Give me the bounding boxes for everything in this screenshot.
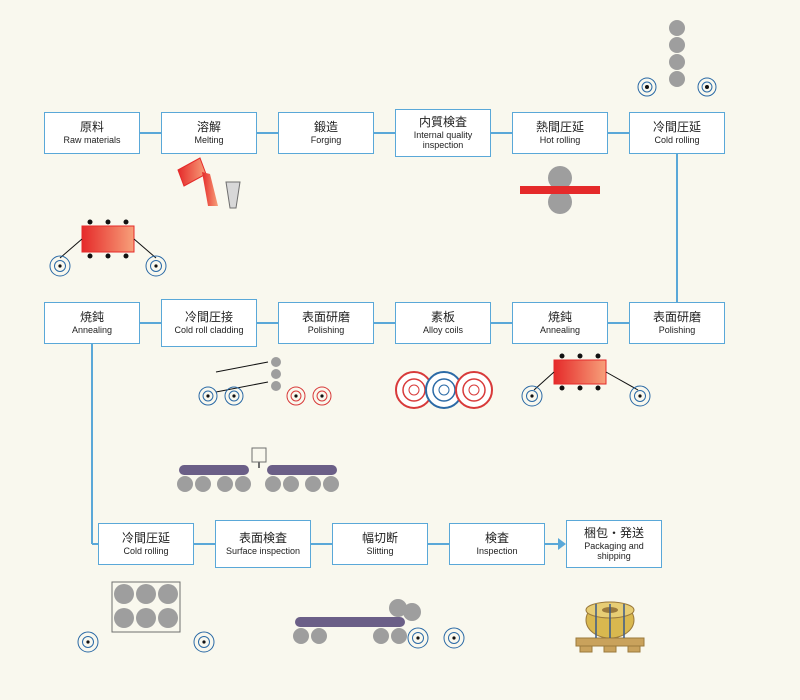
node-polish1-jp: 表面研磨: [653, 311, 701, 325]
node-anneal2: 焼鈍Annealing: [44, 302, 140, 344]
node-forge: 鍛造Forging: [278, 112, 374, 154]
node-alloy: 素板Alloy coils: [395, 302, 491, 344]
node-anneal2-en: Annealing: [72, 325, 112, 335]
node-pack-jp: 梱包・発送: [584, 527, 644, 541]
node-slit: 幅切断Slitting: [332, 523, 428, 565]
node-pack-en: Packaging and shipping: [569, 541, 659, 562]
node-melt-jp: 溶解: [197, 121, 221, 135]
node-coldroll2-jp: 冷間圧延: [122, 532, 170, 546]
node-coldclad: 冷間圧接Cold roll cladding: [161, 299, 257, 347]
node-coldroll2: 冷間圧延Cold rolling: [98, 523, 194, 565]
node-insp-jp: 検査: [485, 532, 509, 546]
node-melt-en: Melting: [194, 135, 223, 145]
node-melt: 溶解Melting: [161, 112, 257, 154]
node-polish1: 表面研磨Polishing: [629, 302, 725, 344]
node-coldclad-jp: 冷間圧接: [185, 311, 233, 325]
node-insp: 検査Inspection: [449, 523, 545, 565]
node-surfinsp-jp: 表面検査: [239, 532, 287, 546]
node-raw-jp: 原料: [80, 121, 104, 135]
node-hotroll-en: Hot rolling: [540, 135, 581, 145]
node-hotroll: 熱間圧延Hot rolling: [512, 112, 608, 154]
node-slit-en: Slitting: [366, 546, 393, 556]
node-anneal2-jp: 焼鈍: [80, 311, 104, 325]
node-iqi-jp: 内質検査: [419, 116, 467, 130]
node-insp-en: Inspection: [476, 546, 517, 556]
node-anneal1-jp: 焼鈍: [548, 311, 572, 325]
node-coldclad-en: Cold roll cladding: [174, 325, 243, 335]
node-slit-jp: 幅切断: [362, 532, 398, 546]
node-surfinsp: 表面検査Surface inspection: [215, 520, 311, 568]
node-forge-jp: 鍛造: [314, 121, 338, 135]
node-alloy-jp: 素板: [431, 311, 455, 325]
node-polish2-en: Polishing: [308, 325, 345, 335]
node-polish2: 表面研磨Polishing: [278, 302, 374, 344]
node-coldroll1-jp: 冷間圧延: [653, 121, 701, 135]
node-forge-en: Forging: [311, 135, 342, 145]
node-coldroll1: 冷間圧延Cold rolling: [629, 112, 725, 154]
node-polish2-jp: 表面研磨: [302, 311, 350, 325]
node-coldroll1-en: Cold rolling: [654, 135, 699, 145]
node-raw-en: Raw materials: [63, 135, 120, 145]
node-iqi: 内質検査Internal quality inspection: [395, 109, 491, 157]
diagram-canvas: [0, 0, 800, 700]
node-polish1-en: Polishing: [659, 325, 696, 335]
node-alloy-en: Alloy coils: [423, 325, 463, 335]
node-hotroll-jp: 熱間圧延: [536, 121, 584, 135]
node-iqi-en: Internal quality inspection: [398, 130, 488, 151]
node-coldroll2-en: Cold rolling: [123, 546, 168, 556]
node-surfinsp-en: Surface inspection: [226, 546, 300, 556]
node-raw: 原料Raw materials: [44, 112, 140, 154]
node-pack: 梱包・発送Packaging and shipping: [566, 520, 662, 568]
node-anneal1-en: Annealing: [540, 325, 580, 335]
node-anneal1: 焼鈍Annealing: [512, 302, 608, 344]
